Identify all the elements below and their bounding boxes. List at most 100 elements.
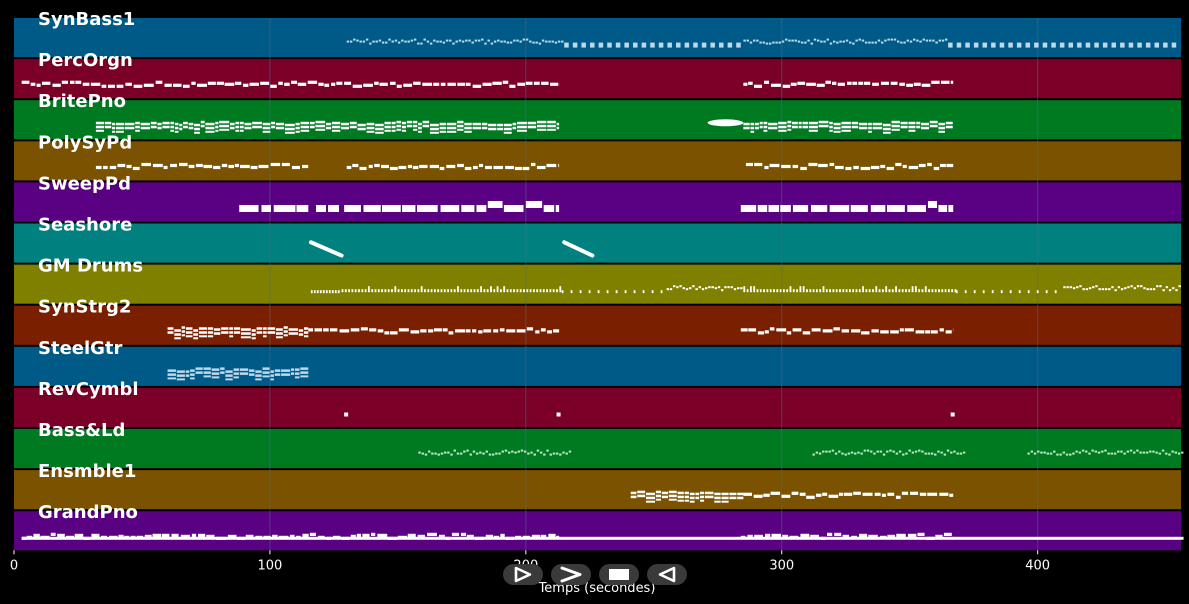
- note-mark: [346, 165, 352, 170]
- note-mark: [982, 290, 985, 294]
- note-mark: [707, 119, 744, 127]
- note-mark: [181, 330, 186, 333]
- note-mark: [240, 332, 251, 335]
- note-mark: [410, 289, 413, 293]
- note-mark: [887, 534, 896, 538]
- note-mark: [536, 120, 547, 124]
- note-mark: [750, 126, 755, 130]
- note-mark: [792, 328, 802, 332]
- note-mark: [527, 452, 530, 455]
- note-mark: [476, 204, 487, 212]
- note-mark: [112, 130, 116, 133]
- note-mark: [900, 121, 908, 125]
- note-mark: [180, 534, 190, 538]
- note-mark: [170, 125, 175, 129]
- note-mark: [418, 451, 421, 454]
- note-mark: [547, 124, 556, 128]
- note-mark: [251, 329, 256, 332]
- stop-button[interactable]: [599, 564, 639, 585]
- note-mark: [239, 372, 249, 375]
- note-mark: [887, 492, 895, 496]
- note-mark: [164, 83, 172, 87]
- note-mark: [951, 289, 954, 293]
- note-mark: [911, 451, 915, 454]
- note-mark: [764, 533, 771, 537]
- note-mark: [21, 536, 1184, 540]
- note-mark: [924, 286, 927, 293]
- note-mark: [300, 121, 310, 125]
- note-mark: [564, 42, 569, 48]
- note-mark: [420, 286, 423, 293]
- note-mark: [198, 327, 207, 330]
- note-mark: [125, 82, 132, 86]
- note-mark: [905, 452, 908, 455]
- note-mark: [215, 125, 219, 129]
- note-mark: [999, 42, 1005, 48]
- note-mark: [906, 83, 913, 87]
- note-mark: [835, 165, 844, 170]
- note-mark: [447, 451, 450, 454]
- note-mark: [829, 42, 833, 45]
- note-mark: [901, 491, 909, 495]
- note-mark: [553, 329, 560, 333]
- note-mark: [322, 290, 325, 294]
- note-mark: [481, 126, 488, 130]
- note-mark: [255, 370, 262, 373]
- note-mark: [40, 535, 50, 539]
- note-mark: [357, 127, 366, 131]
- note-mark: [886, 166, 894, 171]
- note-mark: [1082, 288, 1085, 291]
- note-mark: [959, 452, 963, 455]
- note-mark: [689, 496, 695, 500]
- note-mark: [559, 453, 562, 456]
- note-mark: [458, 39, 462, 42]
- back-button[interactable]: [647, 564, 687, 585]
- note-mark: [825, 289, 828, 293]
- note-mark: [802, 331, 811, 335]
- note-mark: [485, 534, 494, 538]
- note-mark: [523, 450, 527, 453]
- note-mark: [947, 289, 950, 293]
- note-mark: [502, 80, 509, 84]
- note-mark: [874, 492, 881, 496]
- note-mark: [427, 289, 430, 293]
- note-mark: [464, 166, 472, 171]
- note-mark: [789, 286, 792, 293]
- note-mark: [303, 331, 309, 334]
- note-mark: [1110, 452, 1114, 455]
- note-mark: [366, 126, 375, 130]
- note-mark: [832, 81, 837, 85]
- note-mark: [1054, 290, 1057, 294]
- note-mark: [213, 328, 221, 331]
- note-mark: [213, 332, 221, 335]
- note-mark: [490, 42, 494, 45]
- note-mark: [850, 451, 854, 454]
- note-mark: [672, 285, 676, 288]
- note-mark: [497, 39, 500, 42]
- note-mark: [550, 82, 559, 86]
- note-mark: [546, 163, 557, 168]
- note-mark: [880, 81, 889, 85]
- play-button[interactable]: [503, 564, 543, 585]
- forward-button[interactable]: [551, 564, 591, 585]
- note-mark: [362, 533, 370, 537]
- note-mark: [1136, 285, 1140, 288]
- note-mark: [353, 38, 356, 41]
- note-mark: [307, 80, 318, 84]
- note-mark: [727, 42, 733, 48]
- note-mark: [381, 164, 390, 169]
- note-mark: [422, 124, 430, 128]
- note-mark: [881, 493, 886, 497]
- note-mark: [759, 121, 763, 125]
- note-mark: [507, 451, 511, 454]
- note-mark: [799, 286, 802, 293]
- note-mark: [278, 81, 283, 85]
- note-mark: [645, 496, 656, 500]
- note-mark: [1117, 450, 1120, 453]
- note-mark: [516, 129, 527, 132]
- note-mark: [400, 289, 403, 293]
- note-mark: [308, 240, 344, 258]
- note-mark: [1091, 449, 1094, 452]
- note-mark: [251, 337, 256, 340]
- note-mark: [344, 289, 347, 293]
